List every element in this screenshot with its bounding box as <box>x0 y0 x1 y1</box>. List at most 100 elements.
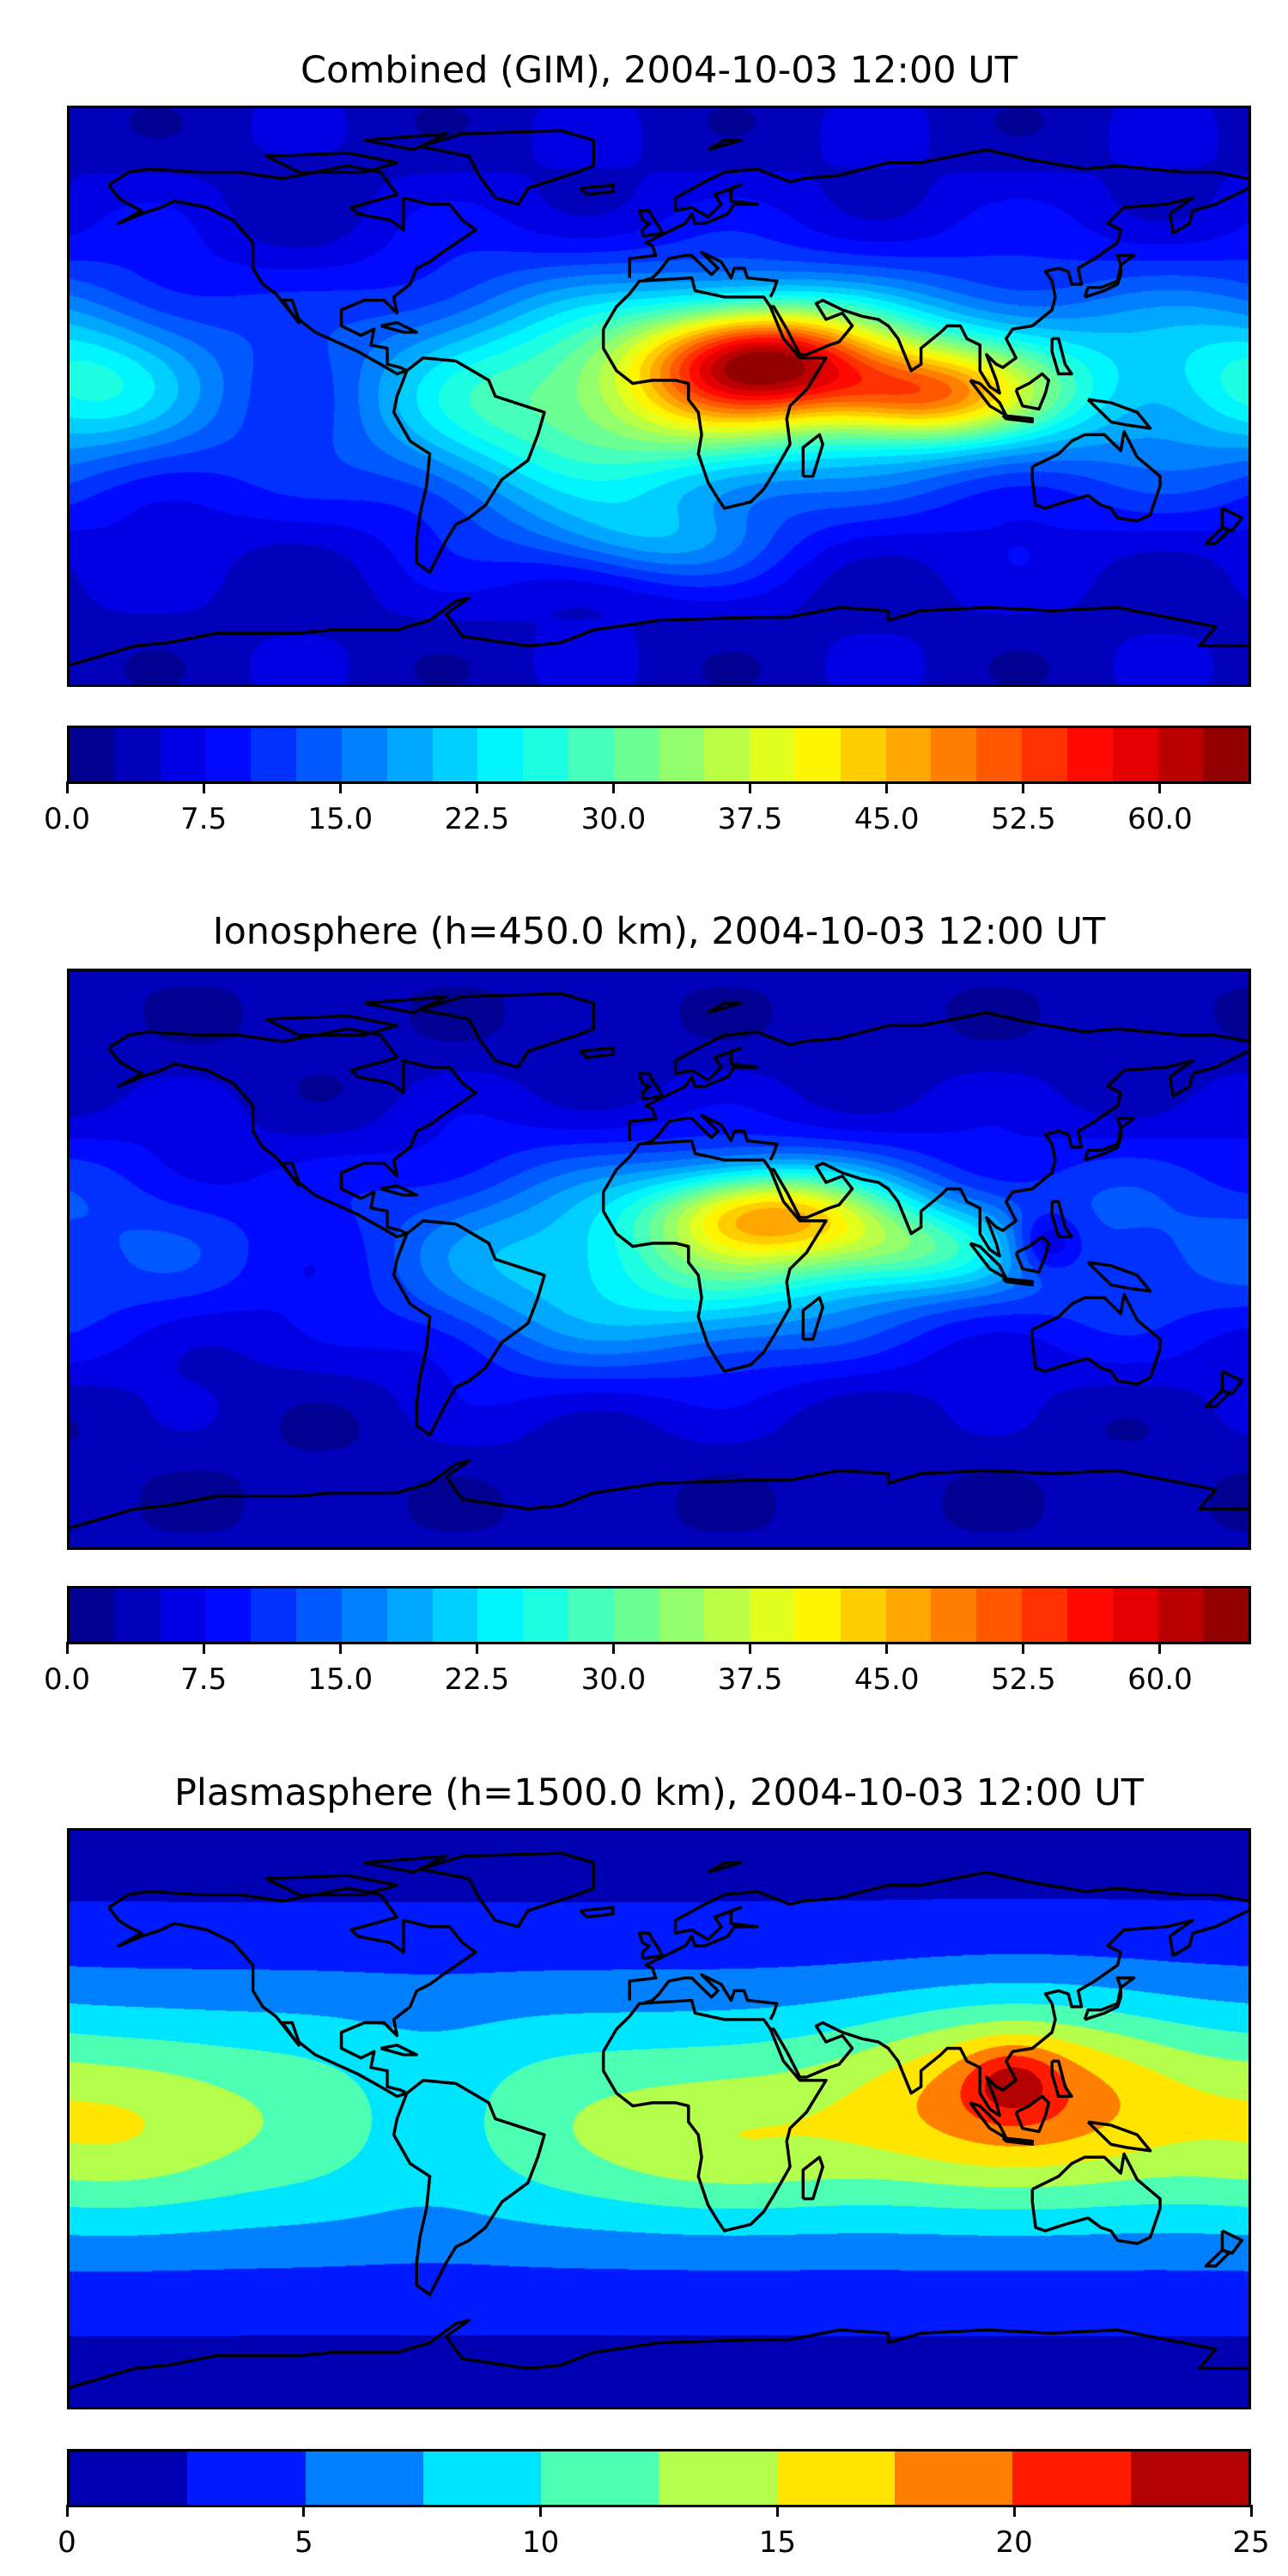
colorbar-bin <box>251 728 297 781</box>
panel-title: Combined (GIM), 2004-10-03 12:00 UT <box>300 49 1018 92</box>
colorbar-tick-label: 37.5 <box>717 1662 783 1697</box>
colorbar-bin <box>613 728 659 781</box>
colorbar-ticks: 0 5 10 15 20 25 <box>58 2505 1270 2565</box>
coastline <box>1014 372 1051 411</box>
colorbar <box>67 2449 1251 2507</box>
colorbar-tick-label: 7.5 <box>180 802 228 836</box>
colorbar-tick-label: 0.0 <box>43 1662 91 1697</box>
colorbar-tick <box>202 781 205 793</box>
colorbar-bin <box>704 728 750 781</box>
coastline <box>628 148 1249 278</box>
colorbar-tick-label: 52.5 <box>990 802 1056 836</box>
coastline <box>1001 1277 1035 1287</box>
colorbar-tick <box>65 2505 69 2517</box>
colorbar-bin <box>1066 728 1113 781</box>
colorbar-tick-label: 7.5 <box>180 1662 228 1697</box>
colorbar-bin <box>114 728 161 781</box>
colorbar-bin <box>976 728 1023 781</box>
coastline <box>392 2079 546 2297</box>
coastline <box>1083 253 1136 299</box>
coastline <box>1030 429 1162 523</box>
colorbar-bin <box>895 2451 1013 2505</box>
colorbar-tick-label: 45.0 <box>854 1662 920 1697</box>
coastline <box>637 1931 665 1960</box>
coastline <box>265 1014 399 1037</box>
coastline <box>707 138 743 152</box>
coastline <box>1086 398 1152 430</box>
colorbar-tick-label: 10 <box>521 2525 560 2560</box>
map-plasmasphere <box>67 1828 1251 2409</box>
coastline <box>801 2155 824 2201</box>
colorbar-tick-label: 30.0 <box>580 802 647 836</box>
colorbar-bin <box>296 1589 342 1642</box>
colorbar-tick <box>302 2505 306 2517</box>
coastline <box>628 1870 1249 2001</box>
colorbar-tick <box>885 781 889 793</box>
coastline <box>1083 1116 1136 1162</box>
coastline <box>707 1001 743 1015</box>
coastline <box>1220 2229 1244 2255</box>
colorbar-tick-label: 22.5 <box>444 1662 510 1697</box>
colorbar-bin <box>976 1589 1023 1642</box>
colorbar-tick <box>202 1642 205 1654</box>
coastline <box>1086 2120 1152 2153</box>
coastline <box>380 1184 419 1197</box>
coastline <box>363 995 448 1015</box>
colorbar-tick-label: 5 <box>294 2525 313 2560</box>
colorbar-tick-label: 0.0 <box>43 802 91 836</box>
coastline <box>380 321 419 334</box>
colorbar-tick-label: 15.0 <box>307 802 374 836</box>
coastline <box>770 1909 1249 2117</box>
colorbar-bin <box>251 1589 297 1642</box>
coastline <box>363 1855 448 1874</box>
colorbar-bin <box>1022 1589 1067 1642</box>
colorbar-tick-label: 45.0 <box>854 802 920 836</box>
coastline <box>1050 2059 1073 2099</box>
coastline <box>770 1049 1249 1258</box>
coastline <box>579 1905 615 1919</box>
colorbar-bin <box>70 2451 188 2505</box>
colorbar-bin <box>659 2451 777 2505</box>
coastline <box>1220 1370 1244 1395</box>
colorbar-tick <box>338 781 342 793</box>
colorbar-bin <box>422 2451 542 2505</box>
coastline <box>107 1886 477 2099</box>
coastline <box>969 379 1008 417</box>
coastline <box>770 186 1249 395</box>
colorbar-ticks: 0.0 7.5 15.0 22.5 30.0 37.5 45.0 52.5 60.0 <box>44 1642 1251 1702</box>
colorbar-tick <box>749 781 752 793</box>
colorbar-tick <box>1158 781 1162 793</box>
colorbar-tick <box>611 1642 615 1654</box>
colorbar-tick-label: 0 <box>58 2525 76 2560</box>
colorbar-bin <box>931 728 977 781</box>
colorbar-bin <box>750 1589 795 1642</box>
colorbar-tick <box>539 2505 543 2517</box>
colorbar-bin <box>659 728 705 781</box>
tec-field <box>70 971 1249 1547</box>
coastlines <box>70 129 1249 667</box>
coastline <box>969 2101 1008 2140</box>
colorbar-tick <box>1022 1642 1025 1654</box>
map-ionosphere <box>67 969 1251 1550</box>
colorbar-ticks: 0.0 7.5 15.0 22.5 30.0 37.5 45.0 52.5 60.0 <box>44 781 1251 841</box>
colorbar-tick-label: 60.0 <box>1127 1662 1193 1697</box>
coastline <box>641 1114 779 1161</box>
coastline <box>707 1861 743 1874</box>
coastline <box>70 2318 1249 2390</box>
coastline <box>392 1219 546 1437</box>
coastline <box>641 251 779 298</box>
colorbar-tick <box>475 781 478 793</box>
colorbar-tick-label: 52.5 <box>990 1662 1056 1697</box>
colorbar-tick <box>1249 2505 1253 2517</box>
colorbar-bin <box>750 728 795 781</box>
colorbar-bin <box>568 1589 614 1642</box>
colorbar-bin <box>1066 1589 1113 1642</box>
colorbar-bin <box>1112 728 1158 781</box>
coastline <box>265 1874 399 1897</box>
coastline <box>801 1296 824 1341</box>
colorbar-bin <box>160 728 206 781</box>
colorbar-bin <box>613 1589 659 1642</box>
colorbar-bin <box>341 1589 387 1642</box>
colorbar <box>67 1586 1251 1644</box>
colorbar-tick-label: 15 <box>758 2525 797 2560</box>
